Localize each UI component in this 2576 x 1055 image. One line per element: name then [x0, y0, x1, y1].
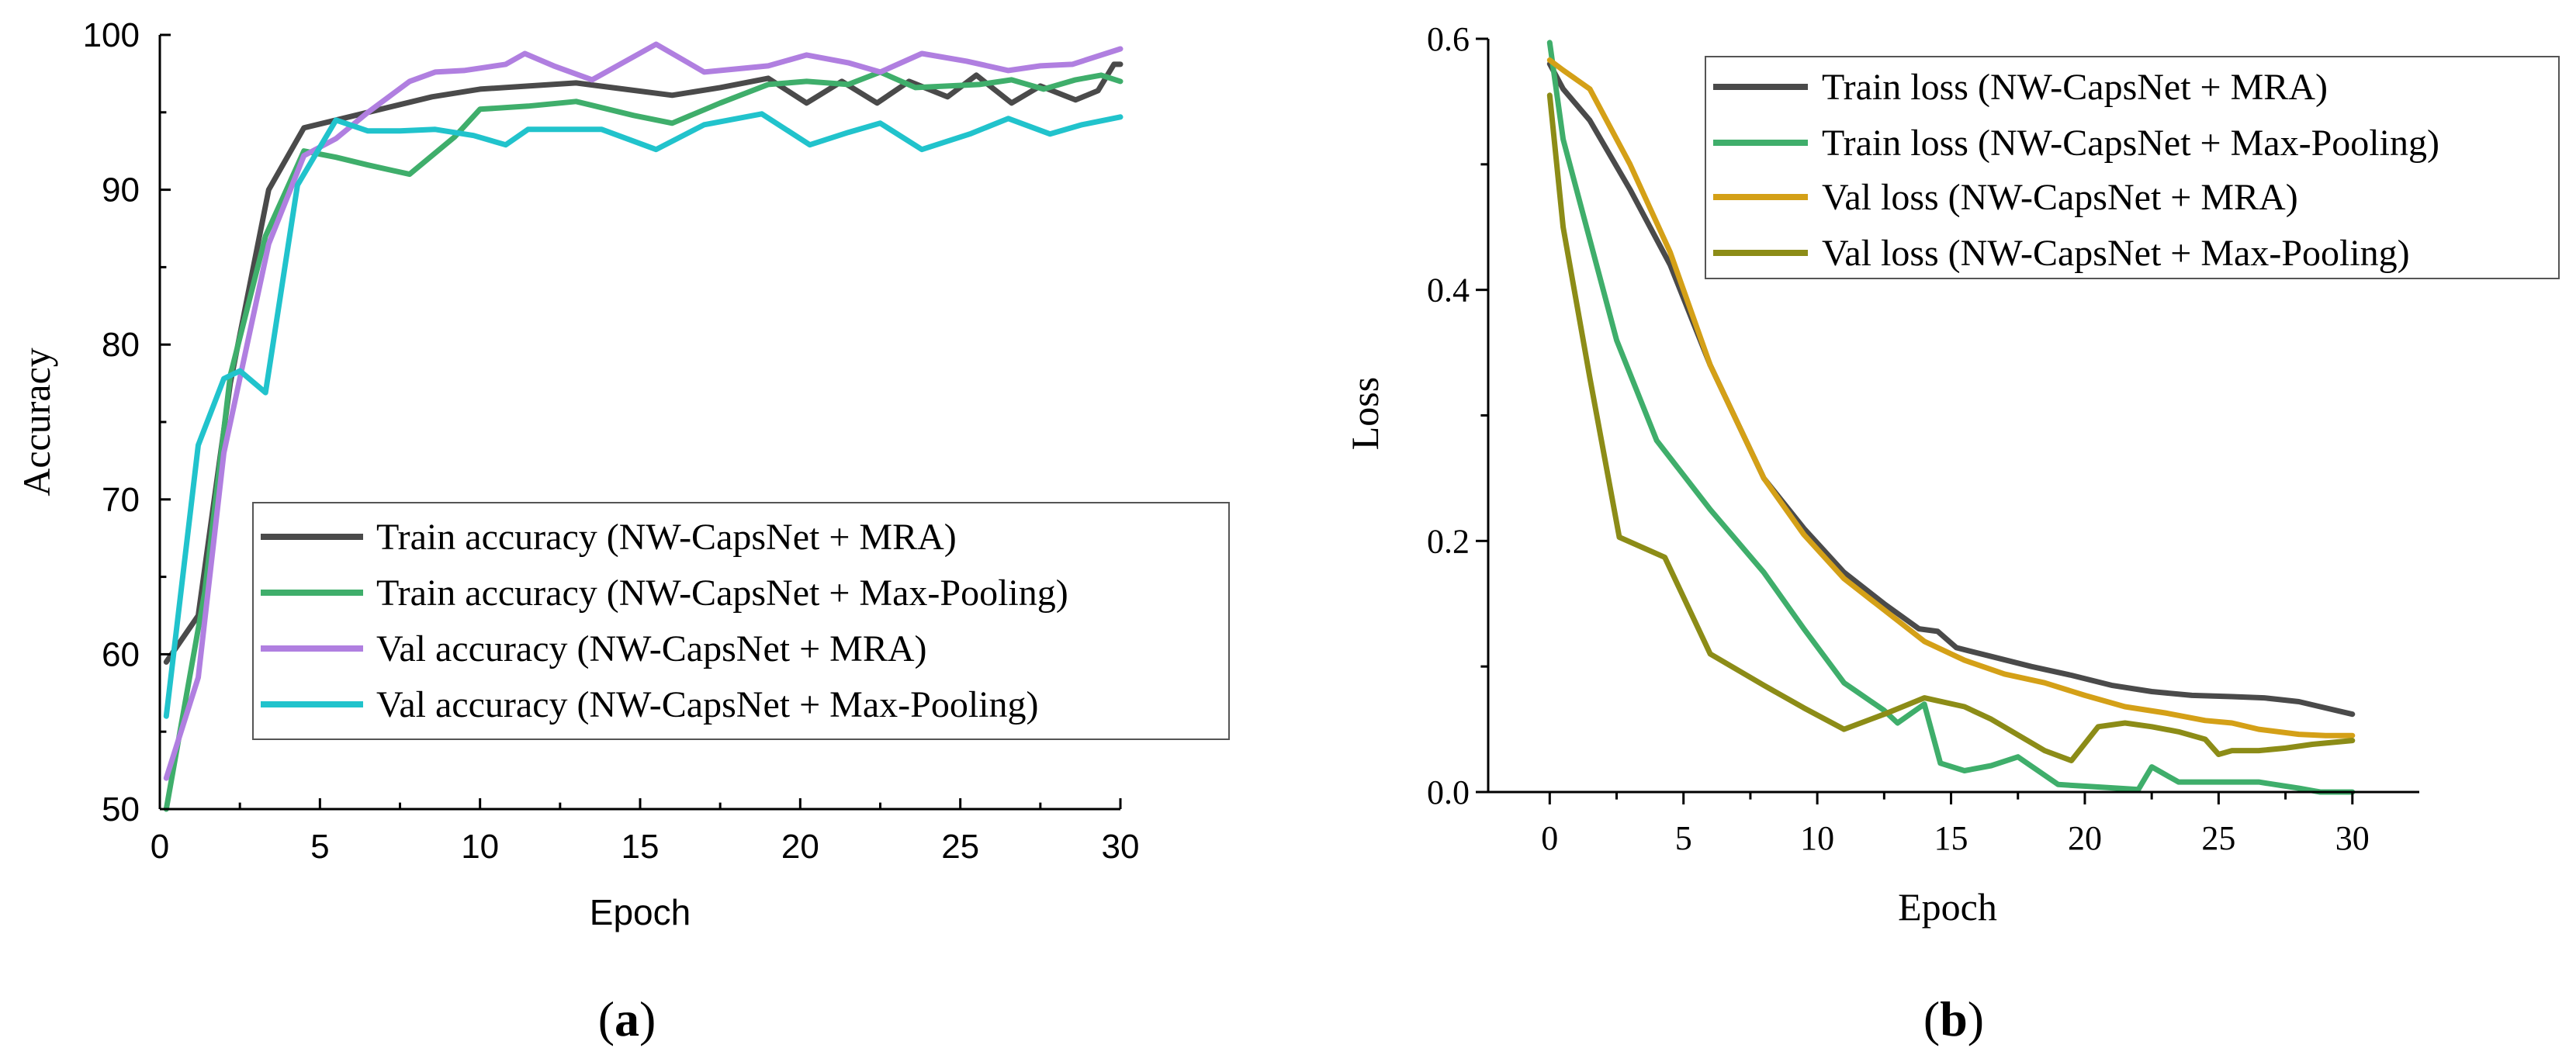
panel-a-x-tick-label: 0	[151, 828, 169, 866]
panel-b-series-3-line	[1546, 57, 2356, 738]
panel-b-y-tick-label: 0.2	[1427, 522, 1470, 560]
panel-b-y-ticks: 0.0 0.2 0.4 0.6	[1427, 20, 1488, 811]
panel-b-series-lines	[1546, 40, 2356, 795]
panel-b-x-tick-label: 15	[1934, 819, 1968, 857]
panel-a-legend-label-2: Train accuracy (NW-CapsNet + Max-Pooling…	[376, 572, 1068, 614]
panel-b-series-4-line	[1546, 92, 2356, 763]
panel-b-legend-label-1: Train loss (NW-CapsNet + MRA)	[1822, 67, 2328, 108]
panel-b-y-axis-title: Loss	[1343, 377, 1387, 450]
panel-a-legend-label-1: Train accuracy (NW-CapsNet + MRA)	[376, 517, 957, 558]
panel-b-legend-label-4: Val loss (NW-CapsNet + Max-Pooling)	[1822, 233, 2410, 274]
panel-b-x-tick-label: 0	[1541, 819, 1558, 857]
panel-b-y-tick-label: 0.4	[1427, 272, 1470, 310]
panel-a-x-tick-label: 15	[621, 828, 660, 866]
panel-b-series-1-line	[1546, 61, 2356, 718]
panel-b-x-tick-label: 25	[2201, 819, 2235, 857]
panel-a-legend-label-3: Val accuracy (NW-CapsNet + MRA)	[376, 628, 927, 669]
panel-b-legend-label-3: Val loss (NW-CapsNet + MRA)	[1822, 177, 2298, 218]
panel-b-label: (b)	[1923, 991, 1984, 1046]
panel-a-y-tick-label: 80	[102, 326, 140, 364]
panel-a-y-tick-label: 50	[102, 790, 140, 828]
panel-a-series-lines	[163, 41, 1124, 812]
panel-a-legend-box	[252, 502, 1230, 740]
panel-b-x-tick-label: 30	[2335, 819, 2370, 857]
panel-a-legend: Train accuracy (NW-CapsNet + MRA) Train …	[252, 502, 1230, 740]
panel-b-legend-box	[1705, 56, 2560, 279]
panel-a-series-3-line	[163, 41, 1124, 781]
panel-b-x-axis-title: Epoch	[1898, 885, 1997, 929]
panel-b-legend-label-2: Train loss (NW-CapsNet + Max-Pooling)	[1822, 123, 2439, 164]
panel-b-y-tick-label: 0.6	[1427, 20, 1470, 58]
panel-a-x-axis-title: Epoch	[590, 892, 691, 932]
panel-a-x-tick-label: 20	[781, 828, 819, 866]
panel-b-x-tick-label: 5	[1675, 819, 1692, 857]
panel-a: 0 5 10 15 20 25 30 50 60 70 80 90 100 Epoch Accurac…	[15, 16, 1230, 1046]
panel-a-y-tick-label: 100	[83, 16, 140, 54]
panel-b-y-tick-label: 0.0	[1427, 773, 1470, 811]
panel-a-x-tick-label: 5	[310, 828, 329, 866]
panel-a-y-tick-label: 60	[102, 635, 140, 673]
panel-a-y-tick-label: 70	[102, 481, 140, 519]
panel-a-series-1-line	[163, 61, 1124, 665]
panel-a-series-4-line	[163, 111, 1124, 719]
panel-b-series-2-line	[1546, 40, 2356, 795]
panel-a-legend-label-4: Val accuracy (NW-CapsNet + Max-Pooling)	[376, 684, 1038, 725]
panel-a-x-tick-label: 10	[461, 828, 499, 866]
panel-b: 0 5 10 15 20 25 30 0.0 0.2 0.4 0.6 Epoch Loss Tra…	[1343, 20, 2560, 1046]
panel-a-x-tick-label: 30	[1102, 828, 1140, 866]
panel-b-x-tick-label: 20	[2068, 819, 2102, 857]
panel-a-y-ticks: 50 60 70 80 90 100	[83, 16, 171, 828]
panel-a-x-ticks: 0 5 10 15 20 25 30	[151, 798, 1140, 866]
panel-b-x-tick-label: 10	[1800, 819, 1834, 857]
panel-a-x-tick-label: 25	[941, 828, 979, 866]
panel-a-label: (a)	[598, 991, 656, 1046]
panel-b-x-ticks: 0 5 10 15 20 25 30	[1541, 792, 2370, 857]
panel-a-y-tick-label: 90	[102, 171, 140, 209]
panel-b-legend: Train loss (NW-CapsNet + MRA) Train loss…	[1705, 56, 2560, 279]
panel-a-y-axis-title: Accuracy	[15, 348, 58, 496]
